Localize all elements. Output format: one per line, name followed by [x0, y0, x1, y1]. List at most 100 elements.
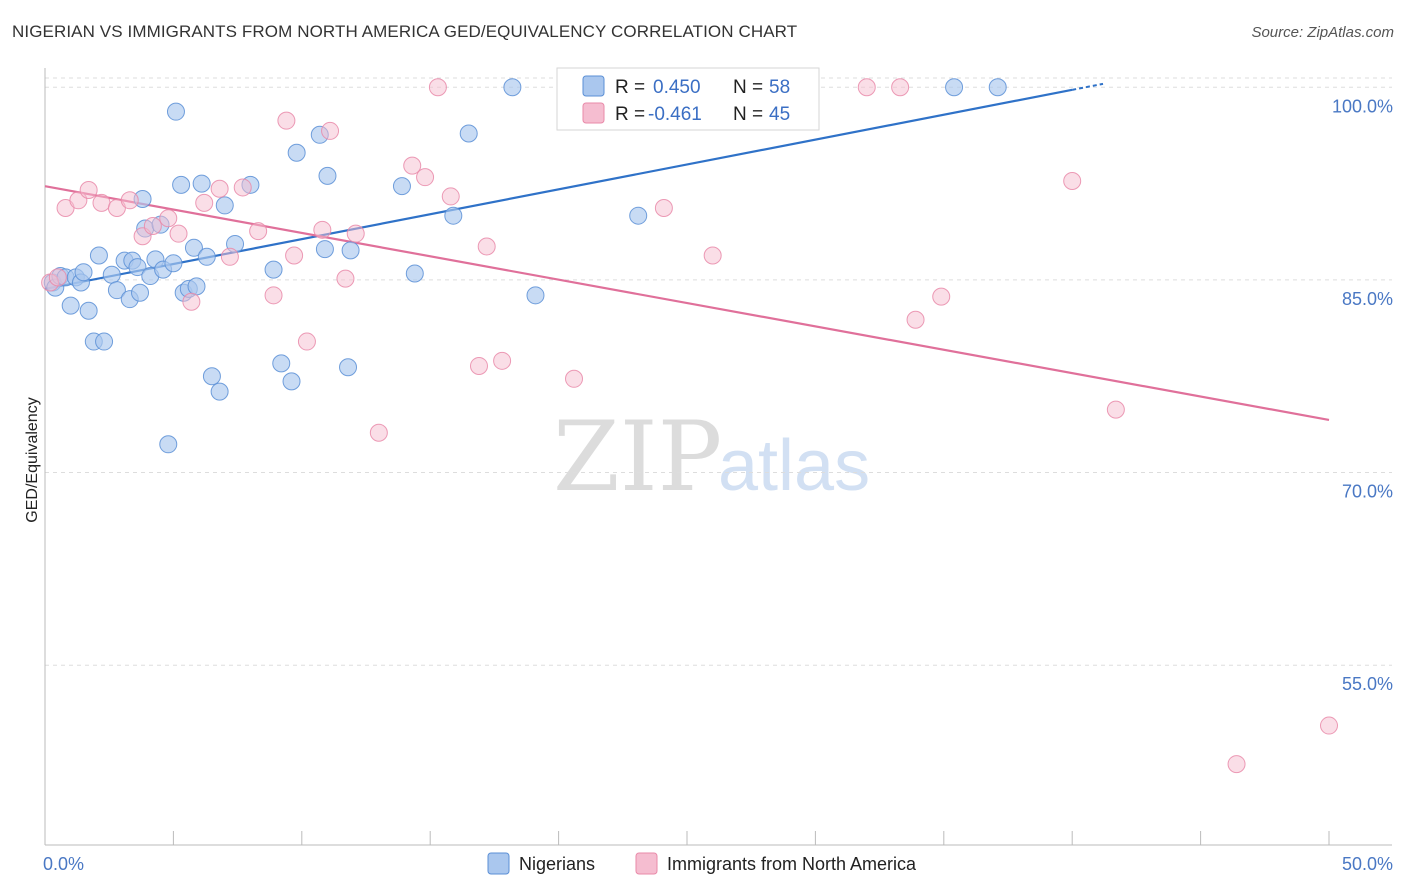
data-point-immigrants [369, 423, 388, 442]
watermark-zip: ZIP [553, 401, 722, 513]
y-tick-label: 70.0% [1342, 482, 1393, 502]
data-point-immigrants [285, 246, 304, 265]
data-point-immigrants [1063, 172, 1082, 191]
data-point-immigrants [143, 216, 162, 235]
data-point-immigrants [493, 351, 512, 370]
data-point-immigrants [891, 78, 910, 97]
data-point-nigerians [202, 367, 221, 386]
data-point-nigerians [503, 78, 522, 97]
data-point-immigrants [321, 121, 340, 140]
data-point-immigrants [346, 224, 365, 243]
data-point-nigerians [187, 277, 206, 296]
data-point-immigrants [182, 292, 201, 311]
data-point-nigerians [282, 372, 301, 391]
y-tick-label: 100.0% [1332, 96, 1393, 116]
data-point-immigrants [220, 247, 239, 266]
data-point-nigerians [102, 265, 121, 284]
data-point-nigerians [172, 175, 191, 194]
legend-n-label-immigrants: N = [733, 104, 763, 125]
x-tick-label-min: 0.0% [43, 854, 84, 874]
data-point-nigerians [61, 296, 80, 315]
data-point-immigrants [932, 287, 951, 306]
legend-n-value-nigerians: 58 [769, 77, 790, 98]
x-tick-label-max: 50.0% [1342, 854, 1393, 874]
axes: 55.0% 70.0% 85.0% 100.0% 0.0% 50.0% [43, 68, 1393, 874]
chart-source: Source: ZipAtlas.com [1251, 24, 1394, 41]
chart-title: NIGERIAN VS IMMIGRANTS FROM NORTH AMERIC… [12, 22, 798, 41]
data-point-nigerians [629, 206, 648, 225]
correlation-legend: R = 0.450 N = 58 R = -0.461 N = 45 [556, 67, 820, 131]
data-point-nigerians [341, 241, 360, 260]
data-point-immigrants [654, 198, 673, 217]
data-point-nigerians [95, 332, 114, 351]
data-point-nigerians [128, 258, 147, 277]
data-point-immigrants [48, 268, 67, 287]
legend-swatch-immigrants [582, 102, 605, 124]
data-points [41, 78, 1338, 774]
data-point-nigerians [197, 247, 216, 266]
series-legend: Nigerians Immigrants from North America [487, 852, 917, 875]
data-point-nigerians [131, 283, 150, 302]
legend-r-label-immigrants: R = [615, 104, 645, 125]
data-point-immigrants [264, 286, 283, 305]
data-point-immigrants [249, 222, 268, 241]
data-point-immigrants [477, 237, 496, 256]
data-point-immigrants [336, 269, 355, 288]
legend-n-value-immigrants: 45 [769, 104, 790, 125]
grid-lines [45, 77, 1392, 666]
series-legend-swatch-immigrants [635, 852, 658, 875]
data-point-nigerians [264, 260, 283, 279]
data-point-nigerians [945, 78, 964, 97]
data-point-nigerians [184, 238, 203, 257]
data-point-nigerians [988, 78, 1007, 97]
legend-r-value-immigrants: -0.461 [648, 104, 702, 125]
trend-line-immigrants [44, 185, 1330, 421]
data-point-immigrants [169, 224, 188, 243]
watermark-atlas: atlas [718, 426, 870, 506]
data-point-immigrants [469, 356, 488, 375]
y-axis-label: GED/Equivalency [24, 397, 41, 522]
data-point-immigrants [906, 310, 925, 329]
data-point-immigrants [1106, 400, 1125, 419]
data-point-nigerians [272, 354, 291, 373]
data-point-immigrants [120, 191, 139, 210]
data-point-immigrants [416, 168, 435, 187]
data-point-immigrants [313, 220, 332, 239]
data-point-immigrants [565, 369, 584, 388]
data-point-nigerians [74, 263, 93, 282]
data-point-nigerians [107, 281, 126, 300]
data-point-nigerians [287, 143, 306, 162]
data-point-nigerians [444, 206, 463, 225]
data-point-nigerians [215, 196, 234, 215]
data-point-immigrants [403, 156, 422, 175]
y-tick-label: 85.0% [1342, 289, 1393, 309]
data-point-immigrants [297, 332, 316, 351]
data-point-immigrants [857, 78, 876, 97]
data-point-immigrants [159, 209, 178, 228]
data-point-nigerians [164, 254, 183, 273]
watermark: ZIP atlas [553, 401, 870, 513]
data-point-nigerians [392, 177, 411, 196]
data-point-nigerians [405, 264, 424, 283]
data-point-nigerians [159, 435, 178, 454]
data-point-nigerians [89, 246, 108, 265]
data-point-immigrants [441, 187, 460, 206]
data-point-immigrants [79, 181, 98, 200]
series-legend-label-nigerians: Nigerians [519, 854, 595, 874]
data-point-nigerians [192, 174, 211, 193]
data-point-nigerians [339, 358, 358, 377]
data-point-immigrants [195, 193, 214, 212]
data-point-immigrants [277, 111, 296, 130]
data-point-nigerians [210, 382, 229, 401]
data-point-immigrants [92, 193, 111, 212]
y-tick-label: 55.0% [1342, 674, 1393, 694]
legend-swatch-nigerians [582, 75, 605, 97]
data-point-nigerians [318, 166, 337, 185]
trend-line-nigerians [44, 88, 1073, 290]
legend-r-value-nigerians: 0.450 [653, 77, 701, 98]
data-point-nigerians [526, 286, 545, 305]
data-point-immigrants [1227, 755, 1246, 774]
legend-r-label-nigerians: R = [615, 77, 645, 98]
series-legend-label-immigrants: Immigrants from North America [667, 854, 917, 874]
